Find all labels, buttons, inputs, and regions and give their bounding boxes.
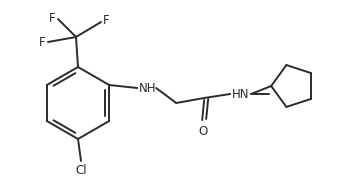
Text: HN: HN [232,88,250,101]
Text: F: F [103,15,110,28]
Text: O: O [198,125,208,138]
Text: F: F [39,36,46,49]
Text: Cl: Cl [75,164,87,177]
Text: F: F [49,12,56,25]
Text: NH: NH [139,81,157,94]
